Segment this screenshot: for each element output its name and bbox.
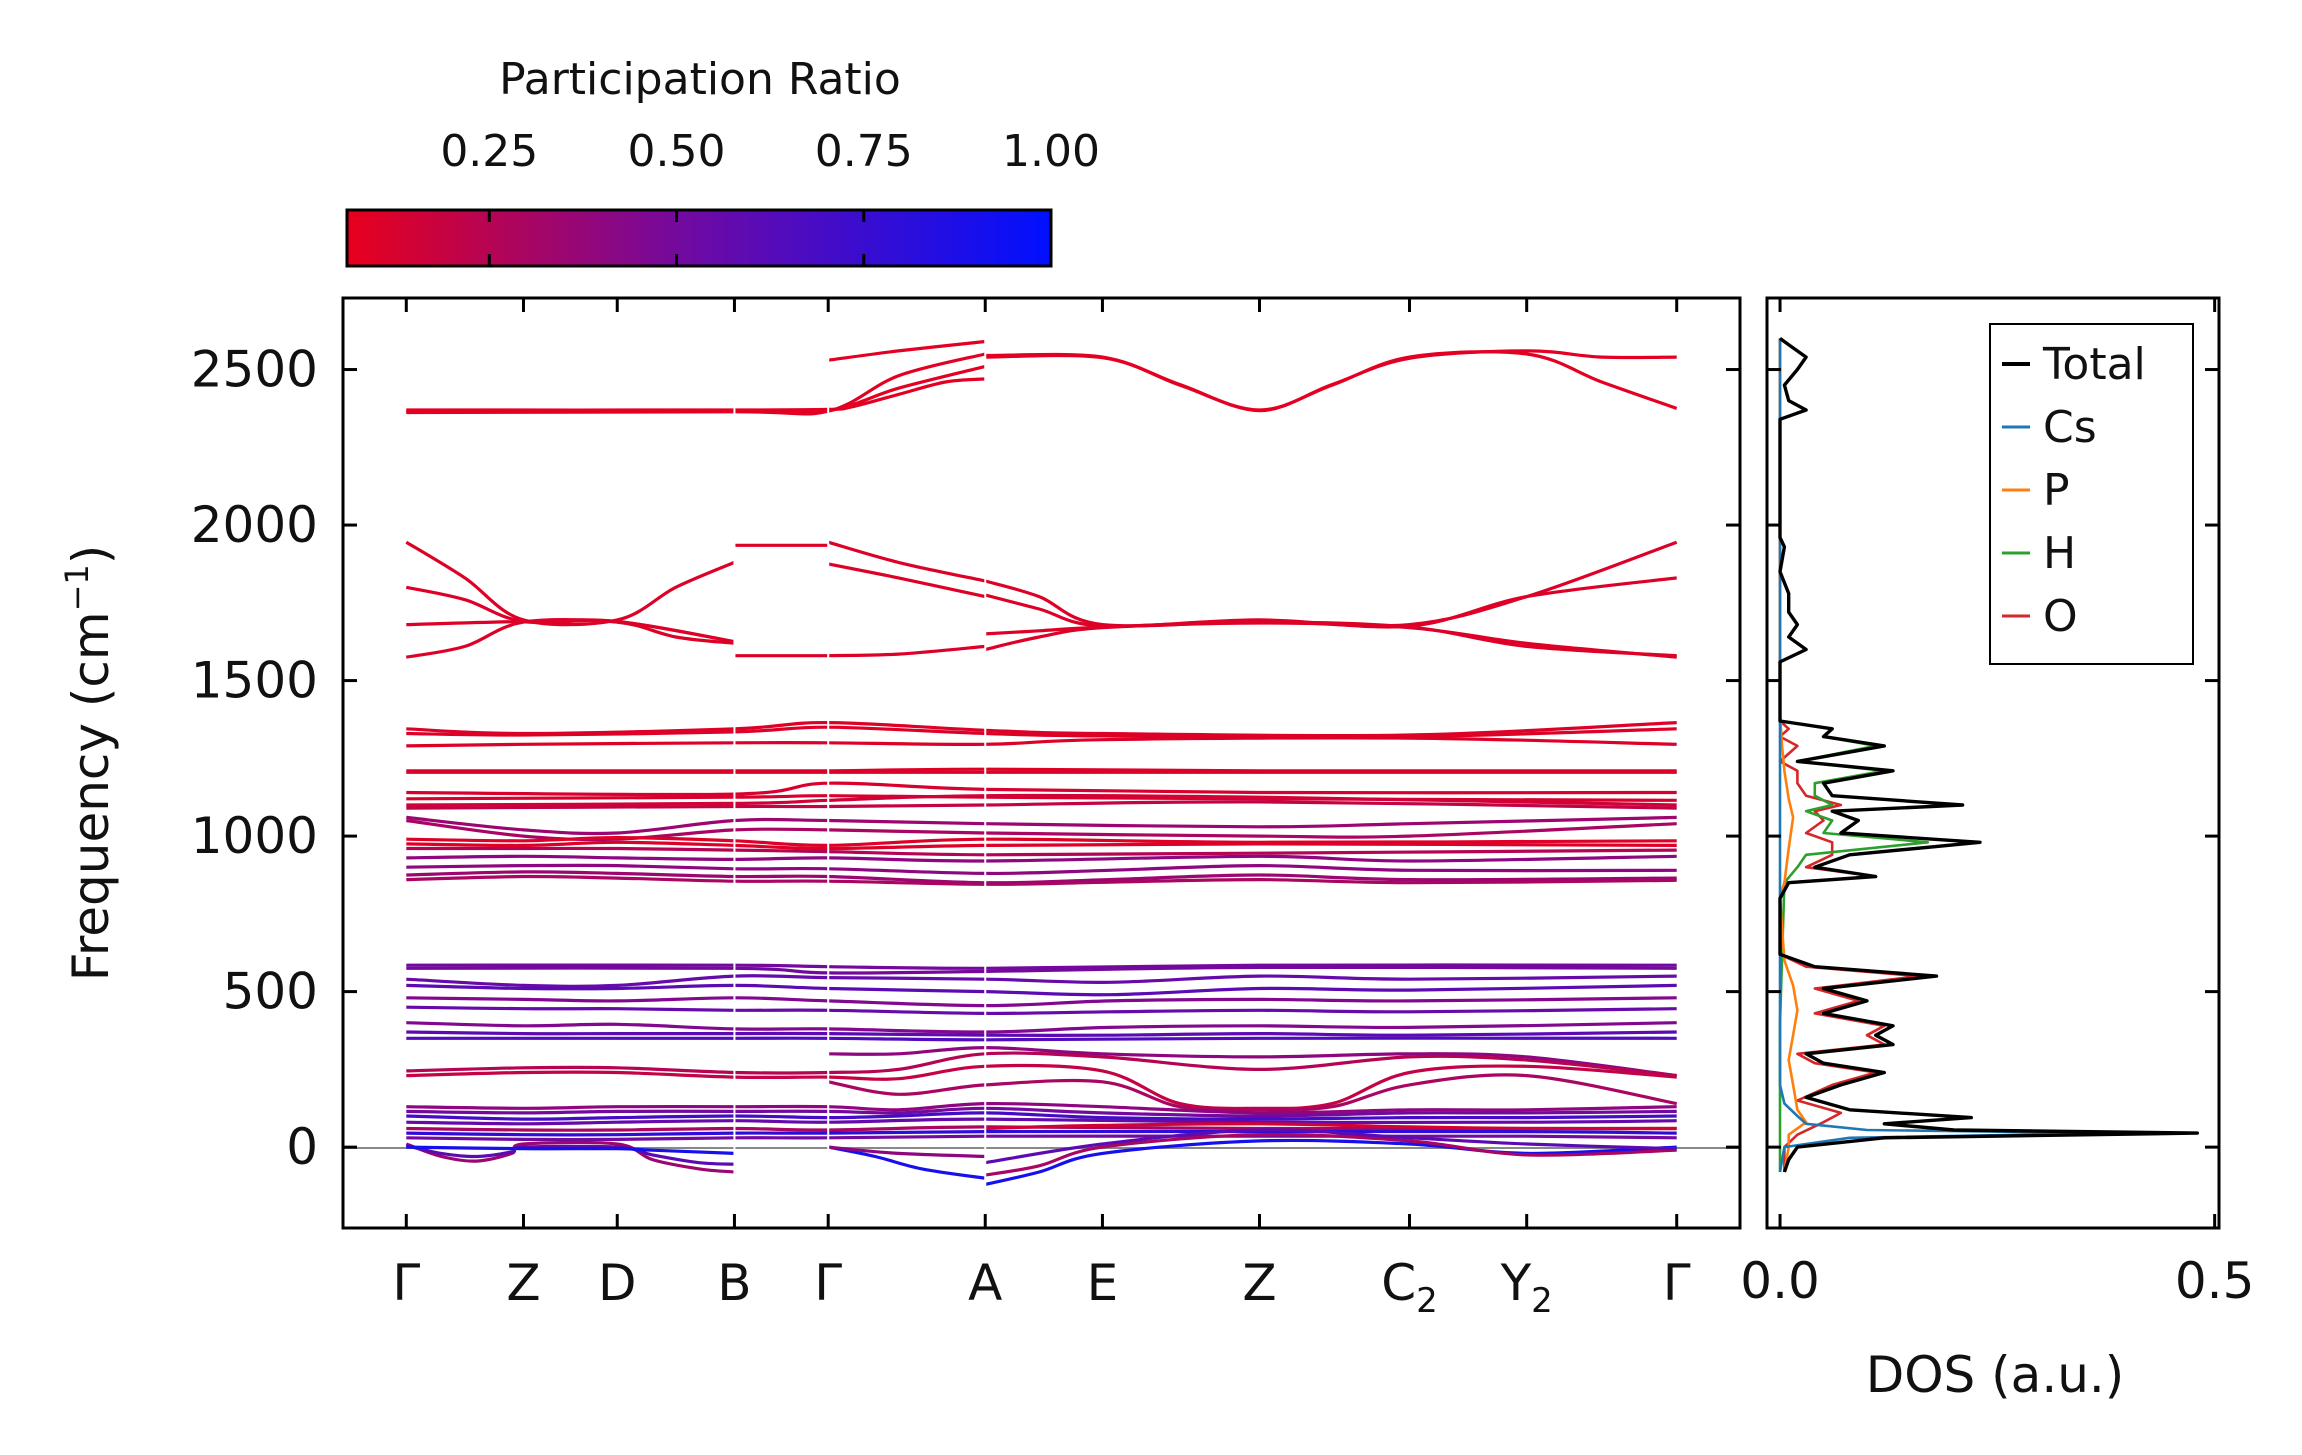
phonon-band-line: [406, 854, 1677, 863]
y-tick-label: 500: [223, 963, 318, 1021]
dos-x-tick-label: 0.5: [2175, 1252, 2255, 1310]
kpoint-label: B: [717, 1254, 751, 1312]
kpoint-label: Γ: [392, 1254, 420, 1312]
legend-label-p: P: [2043, 465, 2070, 516]
legend-label-total: Total: [2042, 339, 2146, 390]
phonon-band-line: [406, 767, 1677, 773]
phonon-band-line: [406, 963, 1677, 970]
phonon-band-line: [406, 815, 1677, 836]
dos-x-axis-label: DOS (a.u.): [1866, 1346, 2125, 1404]
y-axis-label: Frequency (cm−1): [58, 545, 120, 982]
phonon-band-line: [406, 846, 1677, 857]
y-axis-label-sup: −1: [58, 564, 96, 611]
legend-box: [1989, 323, 2194, 665]
phonon-band-line: [405, 1140, 735, 1174]
phonon-band-line: [985, 1122, 1677, 1131]
y-axis-label-end: ): [62, 545, 120, 565]
phonon-band-line: [985, 620, 1677, 658]
kpoint-label: A: [968, 1254, 1002, 1312]
dos-line-p: [1778, 338, 1808, 1173]
phonon-band-line: [828, 1145, 986, 1159]
phonon-band-line: [984, 621, 1677, 659]
y-tick-label: 1500: [191, 652, 318, 710]
phonon-band-line: [406, 1117, 1677, 1126]
y-tick-label: 1000: [191, 807, 318, 865]
dos-line-cs: [1778, 338, 2112, 1173]
y-tick-label: 0: [286, 1118, 318, 1176]
phonon-band-line: [406, 618, 735, 659]
phonon-band-line: [406, 1030, 1677, 1037]
phonon-band-line: [984, 1138, 1677, 1187]
phonon-band-line: [406, 1005, 1677, 1016]
y-tick-label: 2000: [191, 496, 318, 554]
phonon-band-line: [827, 1145, 986, 1180]
phonon-band-line: [406, 736, 1677, 748]
kpoint-label: Γ: [814, 1254, 842, 1312]
phonon-band-line: [984, 540, 1678, 628]
phonon-band-line: [405, 1144, 735, 1166]
phonon-band-line: [827, 339, 986, 362]
legend-label-h: H: [2043, 528, 2076, 579]
phonon-band-line: [406, 793, 1677, 807]
dos-line-o: [1778, 338, 1921, 1172]
phonon-band-line: [827, 562, 986, 599]
phonon-band-line: [406, 836, 1677, 848]
colorbar-tick-label: 0.50: [628, 126, 726, 177]
svg-text:Frequency (cm−1): Frequency (cm−1): [58, 545, 120, 982]
colorbar-tick-label: 0.75: [815, 126, 913, 177]
kpoint-label: C2: [1381, 1254, 1438, 1321]
phonon-band-line: [406, 781, 1677, 797]
phonon-band-line: [405, 540, 736, 627]
phonon-band-line: [406, 840, 1677, 851]
phonon-band-line: [406, 377, 986, 412]
legend-label-o: O: [2043, 591, 2078, 642]
colorbar: Participation Ratio 0.25 0.50 0.75 1.00: [345, 54, 1100, 268]
y-tick-label: 2500: [191, 341, 318, 399]
phonon-band-line: [406, 1129, 1677, 1137]
phonon-band-line: [985, 350, 1678, 412]
kpoint-label: E: [1087, 1254, 1119, 1312]
phonon-band-line: [406, 800, 1677, 810]
phonon-band-line: [984, 1128, 1677, 1165]
phonon-band-line: [985, 349, 1677, 413]
colorbar-title: Participation Ratio: [499, 54, 901, 105]
phonon-band-line: [406, 364, 986, 415]
band-plot-frame: [341, 296, 1742, 1230]
phonon-band-line: [828, 644, 986, 658]
kpoint-label: Z: [506, 1254, 540, 1312]
dos-plot-frame: [1765, 296, 2221, 1230]
phonon-band-line: [406, 352, 986, 416]
phonon-band-line: [984, 1132, 1677, 1177]
phonon-band-line: [828, 1046, 1677, 1078]
dos-legend: Total Cs PHO: [1989, 323, 2194, 665]
phonon-band-line: [827, 540, 986, 583]
dos-line-total: [1778, 337, 2199, 1173]
phonon-band-line: [984, 576, 1677, 629]
kpoint-label: Γ: [1663, 1254, 1691, 1312]
colorbar-tick-label: 0.25: [440, 126, 538, 177]
dos-panel: 0.0 0.5 DOS (a.u.) Total Cs PHO: [1740, 296, 2255, 1404]
y-axis-label-text: Frequency (cm: [62, 611, 120, 981]
phonon-band-line: [406, 974, 1677, 988]
legend-label-cs: Cs: [2043, 402, 2097, 453]
colorbar-gradient: [345, 208, 1053, 268]
kpoint-label: D: [598, 1254, 637, 1312]
kpoint-label: Y2: [1500, 1254, 1553, 1321]
colorbar-tick-label: 1.00: [1002, 126, 1100, 177]
phonon-band-line: [406, 1063, 1677, 1111]
kpoint-label: Z: [1242, 1254, 1276, 1312]
phonon-band-line: [406, 1145, 735, 1155]
phonon-band-line: [406, 965, 1677, 975]
phonon-band-line: [406, 996, 1677, 1008]
phonon-band-line: [406, 1036, 1677, 1042]
dos-x-tick-label: 0.0: [1740, 1252, 1820, 1310]
phonon-band-line: [406, 1134, 1677, 1142]
phonon-band-line: [827, 1073, 1677, 1112]
phonon-band-line: [406, 1021, 1677, 1034]
